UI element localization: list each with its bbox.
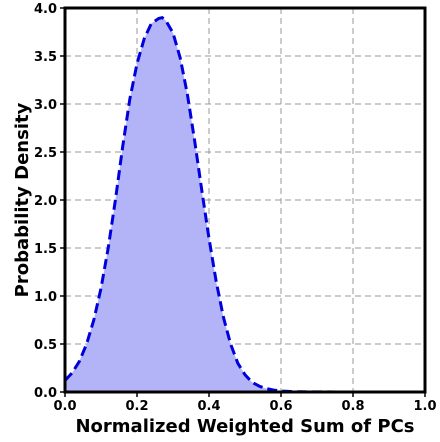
density-area	[65, 17, 425, 392]
plot-area	[63, 15, 425, 394]
x-axis-ticks: 0.0 0.2 0.4 0.6 0.8 1.0	[53, 392, 437, 414]
x-tick-label: 0.4	[197, 399, 220, 414]
x-tick-label: 1.0	[413, 399, 436, 414]
y-tick-label: 0.5	[34, 338, 57, 353]
x-tick-label: 0.2	[125, 399, 148, 414]
x-tick-label: 0.8	[341, 399, 364, 414]
y-tick-label: 4.0	[34, 2, 57, 17]
x-tick-label: 0.6	[269, 399, 292, 414]
x-tick-label: 0.0	[53, 399, 76, 414]
x-axis-label: Normalized Weighted Sum of PCs	[75, 416, 414, 437]
y-tick-label: 2.5	[34, 146, 57, 161]
y-axis-label: Probability Density	[12, 102, 33, 297]
y-tick-label: 1.5	[34, 242, 57, 257]
y-axis-ticks: 0.0 0.5 1.0 1.5 2.0 2.5 3.0 3.5 4.0	[34, 2, 65, 401]
y-tick-label: 3.5	[34, 50, 57, 65]
y-tick-label: 2.0	[34, 194, 57, 209]
y-tick-label: 1.0	[34, 290, 57, 305]
y-tick-label: 0.0	[34, 386, 57, 401]
y-tick-label: 3.0	[34, 98, 57, 113]
